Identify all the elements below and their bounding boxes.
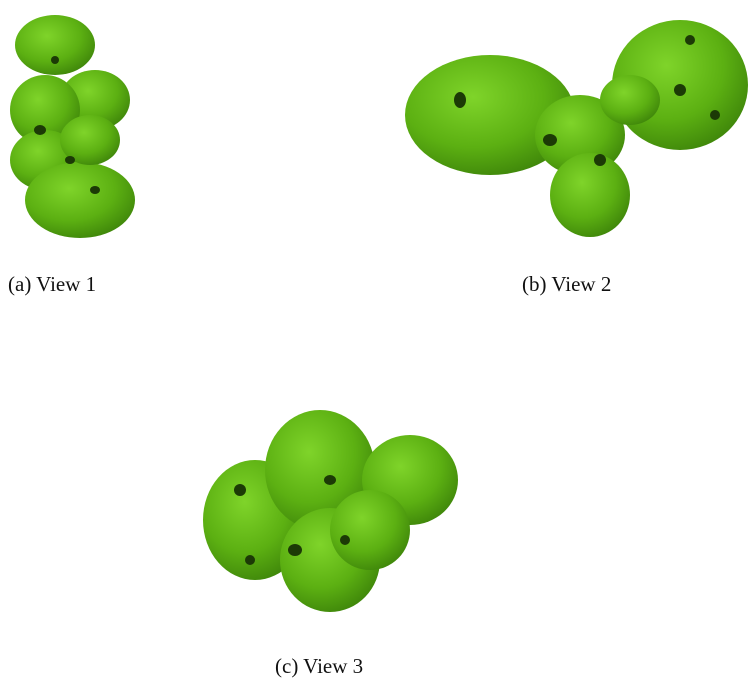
render-view-2 bbox=[405, 20, 748, 237]
caption: (a) View 1 bbox=[8, 272, 97, 296]
caption: (c) View 3 bbox=[275, 654, 364, 678]
caption: (b) View 2 bbox=[522, 272, 612, 296]
render-view-1 bbox=[10, 15, 135, 238]
render-view-3 bbox=[203, 410, 458, 612]
